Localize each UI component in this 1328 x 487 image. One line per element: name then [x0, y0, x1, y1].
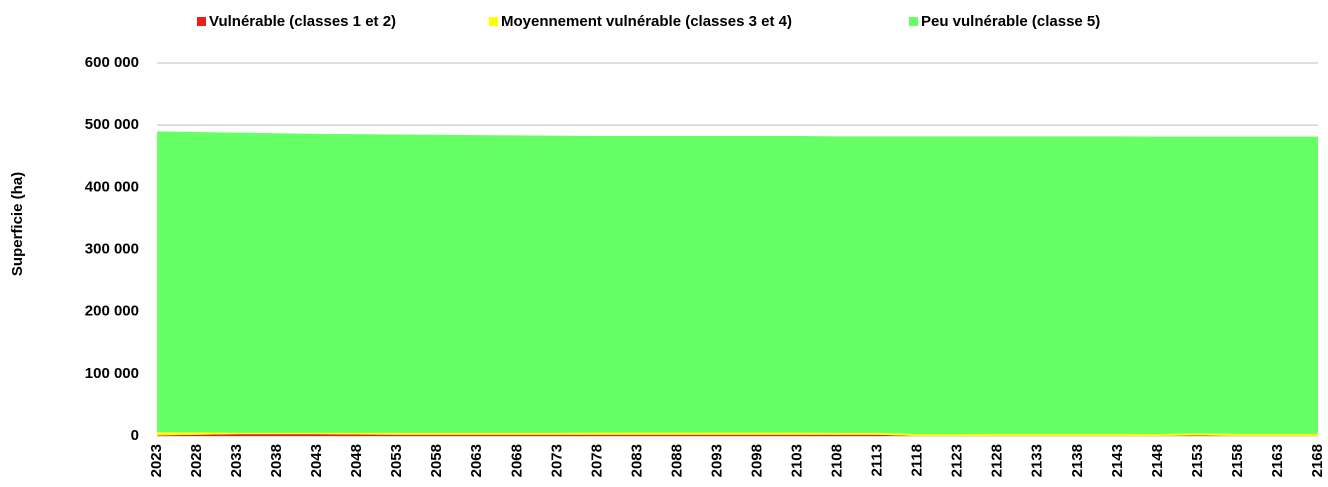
legend-label: Vulnérable (classes 1 et 2) [209, 13, 396, 30]
x-tick-label: 2128 [989, 444, 1006, 477]
y-tick-label: 200 000 [85, 303, 139, 320]
y-tick-label: 400 000 [85, 178, 139, 195]
x-tick-label: 2058 [428, 444, 445, 477]
y-axis-label: Superficie (ha) [9, 172, 26, 276]
x-tick-label: 2093 [708, 444, 725, 477]
x-tick-label: 2123 [949, 444, 966, 477]
x-tick-label: 2033 [228, 444, 245, 477]
x-tick-label: 2078 [588, 444, 605, 477]
x-tick-label: 2063 [468, 444, 485, 477]
x-tick-label: 2073 [548, 444, 565, 477]
legend-label: Peu vulnérable (classe 5) [921, 13, 1100, 30]
area [157, 434, 1318, 436]
legend-label: Moyennement vulnérable (classes 3 et 4) [501, 13, 792, 30]
x-tick-label: 2158 [1229, 444, 1246, 477]
x-tick-label: 2028 [188, 444, 205, 477]
legend-swatch [909, 17, 918, 26]
x-tick-label: 2043 [308, 444, 325, 477]
x-tick-label: 2168 [1309, 444, 1326, 477]
x-tick-label: 2143 [1109, 444, 1126, 477]
x-tick-label: 2048 [348, 444, 365, 477]
x-tick-label: 2068 [508, 444, 525, 477]
x-tick-label: 2113 [869, 444, 886, 477]
y-tick-label: 0 [131, 427, 139, 444]
x-tick-label: 2023 [148, 444, 165, 477]
x-tick-label: 2133 [1029, 444, 1046, 477]
x-tick-label: 2108 [829, 444, 846, 477]
x-tick-label: 2163 [1269, 444, 1286, 477]
x-tick-label: 2138 [1069, 444, 1086, 477]
x-tick-label: 2088 [668, 444, 685, 477]
legend-swatch [489, 17, 498, 26]
x-tick-label: 2098 [748, 444, 765, 477]
x-tick-label: 2153 [1189, 444, 1206, 477]
x-tick-label: 2083 [628, 444, 645, 477]
x-tick-label: 2118 [909, 444, 926, 477]
legend-swatch [197, 17, 206, 26]
y-tick-label: 100 000 [85, 365, 139, 382]
area [157, 131, 1318, 435]
y-tick-label: 300 000 [85, 240, 139, 257]
x-tick-label: 2103 [789, 444, 806, 477]
x-tick-label: 2038 [268, 444, 285, 477]
y-tick-label: 600 000 [85, 54, 139, 71]
x-tick-label: 2053 [388, 444, 405, 477]
x-tick-label: 2148 [1149, 444, 1166, 477]
area [157, 432, 1318, 436]
y-tick-label: 500 000 [85, 116, 139, 133]
